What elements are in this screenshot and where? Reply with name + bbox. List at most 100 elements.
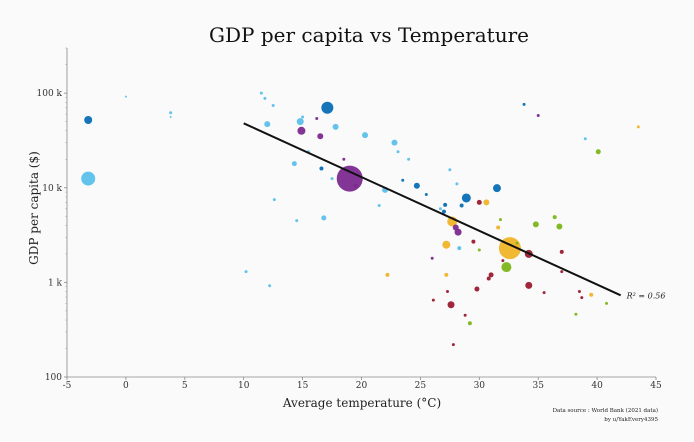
- data-point: [295, 219, 299, 223]
- data-point: [272, 198, 276, 202]
- y-tick-label: 10 k: [42, 184, 62, 194]
- data-point: [577, 290, 581, 294]
- data-point: [81, 171, 96, 186]
- data-point: [441, 209, 446, 214]
- data-point: [595, 149, 601, 155]
- data-point: [321, 101, 334, 114]
- data-point: [321, 215, 327, 221]
- x-tick-label: 0: [123, 381, 129, 391]
- data-point: [296, 118, 304, 126]
- data-point: [336, 165, 363, 192]
- data-point: [488, 272, 494, 278]
- data-point: [263, 96, 267, 100]
- data-point: [605, 301, 609, 305]
- x-tick-label: 35: [532, 381, 544, 391]
- data-point: [385, 272, 390, 277]
- y-axis-label: GDP per capita ($): [27, 151, 41, 265]
- data-point: [443, 202, 448, 207]
- data-point: [492, 184, 501, 193]
- data-point: [319, 166, 324, 171]
- data-point: [476, 199, 482, 205]
- data-point: [391, 139, 398, 146]
- data-point: [442, 240, 451, 249]
- data-point: [474, 286, 480, 292]
- data-point: [486, 276, 491, 281]
- data-point: [501, 262, 512, 273]
- x-tick-label: 45: [650, 381, 662, 391]
- trendline: [243, 122, 622, 297]
- data-point: [430, 256, 434, 260]
- y-tick-label: 100 k: [37, 89, 63, 99]
- data-point: [444, 272, 449, 277]
- data-point: [377, 203, 381, 207]
- y-tick-label: 100: [45, 373, 62, 383]
- data-point: [362, 132, 369, 139]
- data-point: [552, 215, 557, 220]
- plot-axes: -5 0 5 10 15 20 25 30 35 40 45 100 1 k 10 k 100 k: [37, 47, 662, 391]
- x-tick-label: 25: [415, 381, 427, 391]
- chart-title: GDP per capita vs Temperature: [209, 23, 529, 47]
- data-point: [483, 199, 490, 206]
- data-point: [583, 137, 587, 141]
- data-point: [271, 104, 275, 108]
- data-point: [424, 192, 428, 196]
- data-point: [413, 182, 420, 189]
- data-point: [589, 292, 594, 297]
- data-point: [477, 248, 481, 252]
- x-tick-label: 40: [591, 381, 603, 391]
- data-point: [353, 183, 358, 188]
- data-point: [447, 301, 455, 309]
- data-point: [556, 223, 563, 230]
- data-point: [463, 313, 467, 317]
- data-point: [448, 168, 452, 172]
- data-point: [84, 116, 93, 125]
- data-points: [81, 91, 640, 347]
- data-point: [574, 312, 578, 316]
- data-point: [342, 157, 346, 161]
- data-point: [457, 246, 462, 251]
- data-point: [580, 296, 584, 300]
- source-line-1: Data source : World Bank (2021 data): [553, 407, 658, 414]
- data-point: [264, 121, 271, 128]
- source-line-2: by u/YakEvery4395: [604, 417, 658, 423]
- data-point: [496, 225, 501, 230]
- trendline-group: R² = 0.56: [243, 122, 666, 300]
- x-axis-label: Average temperature (°C): [282, 396, 441, 410]
- x-tick-label: -5: [63, 381, 72, 391]
- data-point: [522, 102, 526, 106]
- data-point: [330, 177, 334, 181]
- data-point: [297, 126, 306, 135]
- data-point: [438, 207, 442, 211]
- data-point: [317, 133, 324, 140]
- data-point: [332, 123, 339, 130]
- data-point: [525, 281, 533, 289]
- data-point: [431, 298, 435, 302]
- data-point: [532, 221, 539, 228]
- data-point: [501, 259, 505, 263]
- data-point: [560, 270, 564, 274]
- x-tick-label: 30: [474, 381, 486, 391]
- x-tick-label: 15: [297, 381, 309, 391]
- x-tick-label: 20: [356, 381, 368, 391]
- data-point: [459, 203, 464, 208]
- data-point: [542, 291, 546, 295]
- data-point: [301, 115, 305, 119]
- y-tick-label: 1 k: [48, 278, 63, 288]
- data-point: [559, 249, 564, 254]
- data-point: [445, 290, 449, 294]
- data-point: [467, 321, 472, 326]
- data-point: [124, 95, 127, 98]
- data-point: [471, 239, 476, 244]
- data-point: [515, 241, 519, 245]
- data-point: [401, 178, 405, 182]
- data-point: [268, 284, 272, 288]
- x-tick-label: 10: [238, 381, 250, 391]
- x-tick-label: 5: [182, 381, 188, 391]
- data-point: [244, 270, 248, 274]
- data-point: [169, 115, 172, 118]
- data-point: [169, 111, 173, 115]
- data-point: [499, 218, 503, 222]
- data-point: [315, 116, 319, 120]
- data-point: [396, 150, 400, 154]
